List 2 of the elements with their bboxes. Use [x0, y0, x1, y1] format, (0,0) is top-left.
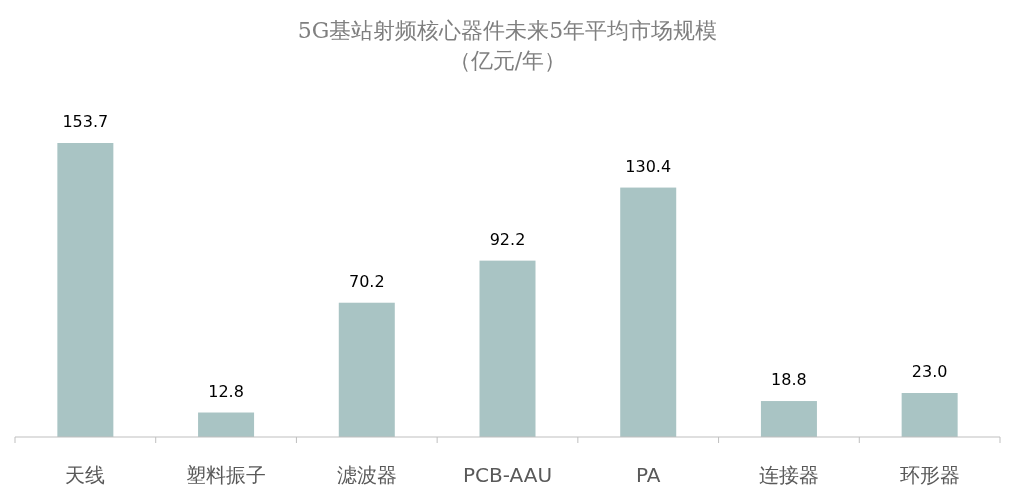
subtitle: （亿元/年）: [448, 48, 567, 73]
title: 5G基站射频核心器件未来5年平均市场规模: [297, 18, 718, 43]
